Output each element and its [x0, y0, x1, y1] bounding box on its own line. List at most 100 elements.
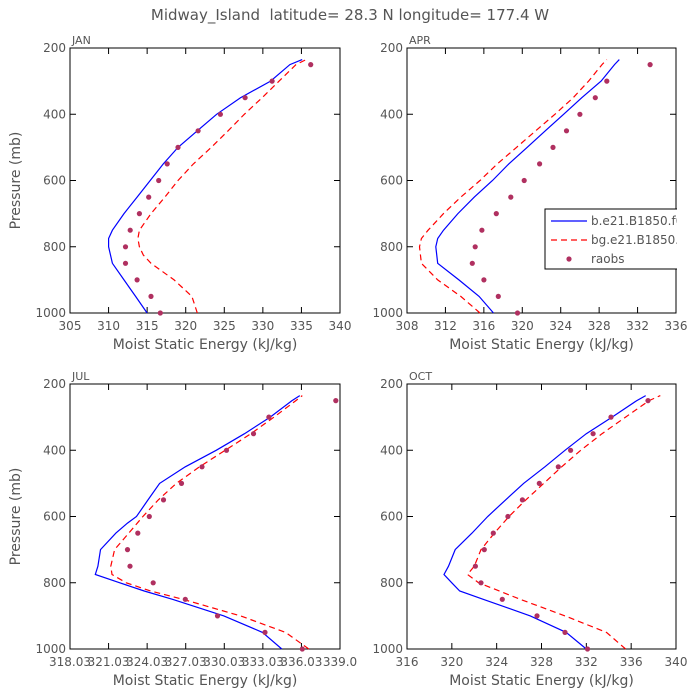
raobs-point	[604, 78, 610, 84]
raobs-point	[175, 144, 181, 150]
raobs-point	[157, 310, 163, 316]
raobs-point	[156, 177, 162, 184]
x-tick-label: 312	[434, 319, 457, 333]
series-line-b-e21	[435, 59, 620, 314]
raobs-point	[182, 596, 188, 602]
x-axis-label: Moist Static Energy (kJ/kg)	[449, 337, 634, 353]
raobs-point	[495, 293, 501, 299]
y-tick-label: 800	[380, 576, 403, 590]
raobs-point	[195, 128, 201, 134]
raobs-point	[217, 111, 223, 117]
series-line-b-e21	[94, 395, 301, 650]
raobs-point	[534, 613, 540, 619]
x-tick-label: 316	[472, 319, 495, 333]
x-tick-label: 339.0	[323, 655, 357, 669]
x-tick-label: 332	[626, 319, 649, 333]
y-tick-label: 400	[43, 443, 66, 457]
raobs-point	[150, 580, 156, 586]
raobs-point	[537, 161, 543, 167]
raobs-point	[146, 513, 152, 520]
x-tick-label: 336.03	[280, 655, 322, 669]
raobs-point	[122, 244, 129, 250]
raobs-point	[478, 580, 484, 586]
panel-label: JUL	[71, 370, 90, 383]
raobs-point	[269, 78, 275, 84]
plot-frame	[69, 47, 341, 314]
raobs-point	[124, 547, 131, 553]
figure-title: Midway_Island latitude= 28.3 N longitude…	[151, 6, 549, 25]
legend: b.e21.B1850.f09 bg.e21.B1850.f09 raobs	[544, 208, 699, 270]
x-tick-label: 330.03	[203, 655, 245, 669]
x-tick-label: 332	[575, 655, 598, 669]
raobs-point	[647, 62, 653, 68]
raobs-point	[333, 398, 339, 404]
raobs-point	[134, 277, 140, 283]
x-tick-label: 308	[396, 319, 419, 333]
raobs-point	[223, 447, 230, 453]
x-tick-label: 318.03	[49, 655, 91, 669]
series-line-b-e21	[443, 395, 646, 650]
raobs-point	[490, 530, 496, 536]
raobs-point	[214, 613, 221, 619]
raobs-point	[481, 277, 487, 283]
raobs-point	[308, 62, 314, 68]
legend-label: bg.e21.B1850.f09	[591, 233, 699, 247]
series-line-bg-e21	[466, 395, 661, 650]
y-tick-label: 400	[43, 107, 66, 121]
panel-label: JAN	[71, 34, 91, 47]
raobs-point	[127, 227, 133, 233]
panel-label: APR	[409, 34, 431, 47]
legend-swatch	[566, 256, 572, 262]
y-tick-label: 200	[380, 41, 403, 55]
y-tick-label: 1000	[35, 642, 66, 656]
raobs-point	[645, 398, 651, 404]
raobs-point	[562, 629, 568, 636]
raobs-point	[592, 95, 598, 101]
raobs-point	[568, 447, 574, 453]
raobs-point	[160, 497, 167, 503]
raobs-point	[519, 497, 526, 503]
y-tick-label: 400	[380, 443, 403, 457]
x-tick-label: 325	[213, 319, 236, 333]
raobs-point	[266, 414, 272, 420]
x-tick-label: 320	[511, 319, 534, 333]
raobs-point	[136, 211, 142, 217]
x-tick-label: 316	[396, 655, 419, 669]
raobs-point	[555, 464, 561, 470]
raobs-point	[164, 161, 170, 167]
x-tick-label: 340	[329, 319, 352, 333]
x-tick-label: 328	[530, 655, 553, 669]
panel-label: OCT	[409, 370, 432, 383]
panel-jan: JAN 305 310 315 320 325 330 335 340 200 400 600 800 1…	[8, 34, 351, 353]
raobs-point	[550, 144, 556, 150]
x-tick-label: 320	[440, 655, 463, 669]
x-tick-label: 328	[588, 319, 611, 333]
raobs-point	[479, 227, 485, 233]
raobs-point	[514, 310, 521, 316]
x-tick-label: 336	[620, 655, 643, 669]
raobs-point	[250, 431, 257, 437]
y-tick-label: 200	[380, 377, 403, 391]
raobs-point	[469, 260, 475, 266]
raobs-point	[127, 563, 133, 569]
x-tick-label: 324	[549, 319, 572, 333]
raobs-point	[472, 563, 478, 569]
raobs-point	[262, 629, 268, 636]
raobs-point	[481, 547, 487, 553]
y-tick-label: 800	[380, 240, 403, 254]
x-axis-label: Moist Static Energy (kJ/kg)	[113, 673, 298, 689]
raobs-point	[493, 211, 499, 217]
x-axis-label: Moist Static Energy (kJ/kg)	[113, 337, 298, 353]
x-tick-label: 340	[665, 655, 688, 669]
raobs-point	[178, 480, 185, 486]
x-tick-label: 336	[665, 319, 688, 333]
y-tick-label: 800	[43, 240, 66, 254]
series-line-bg-e21	[137, 59, 307, 314]
plot-frame	[406, 47, 677, 314]
raobs-point	[146, 194, 152, 200]
x-tick-label: 320	[174, 319, 197, 333]
y-tick-label: 200	[43, 377, 66, 391]
raobs-point	[135, 530, 141, 536]
y-tick-label: 600	[43, 510, 66, 524]
x-tick-label: 324.03	[126, 655, 168, 669]
